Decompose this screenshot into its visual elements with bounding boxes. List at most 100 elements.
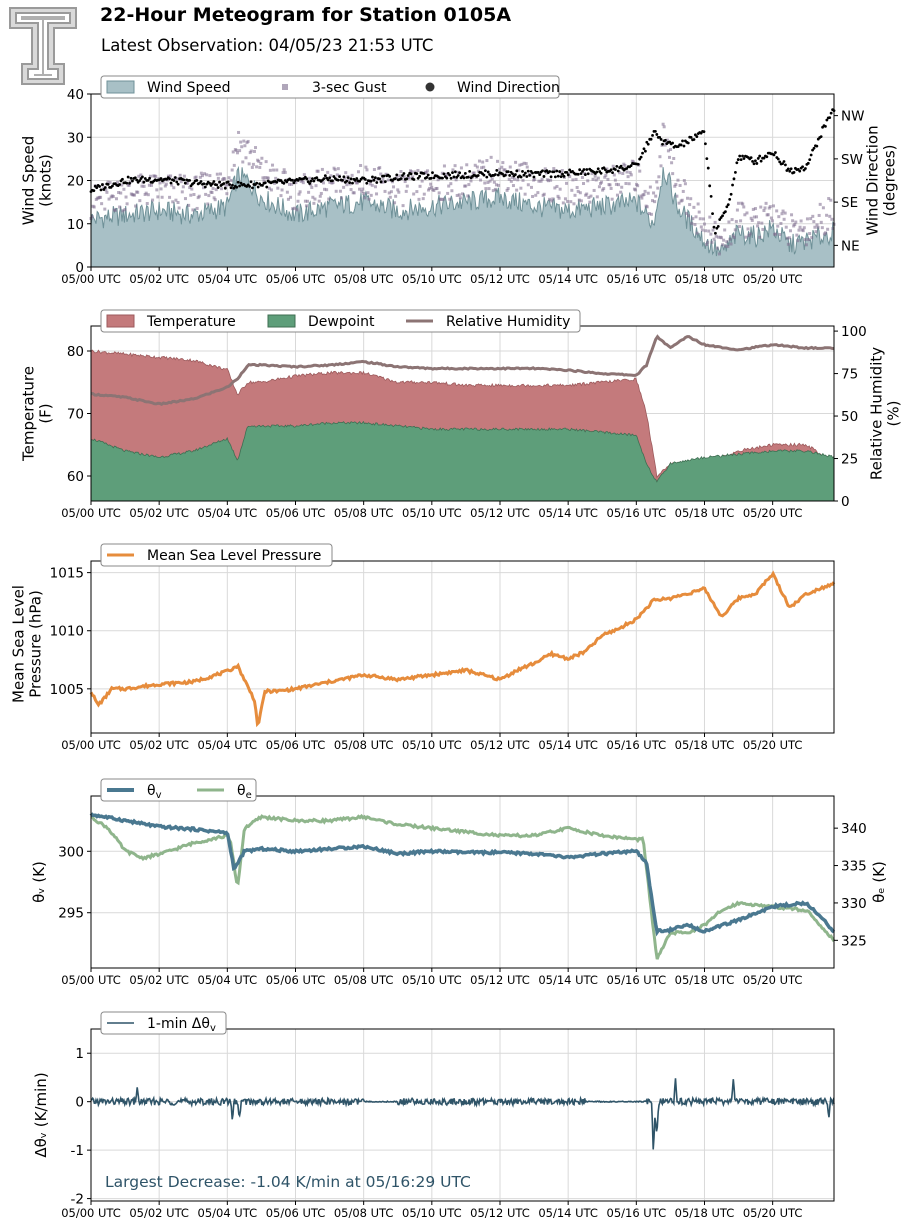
gust-point [436, 178, 440, 182]
direction-point [651, 133, 654, 137]
gust-point [379, 172, 383, 176]
gust-point [210, 191, 214, 195]
gust-point [117, 191, 121, 195]
gust-point [435, 186, 439, 190]
x-tick-label: 05/04 UTC [198, 973, 258, 987]
gust-point [741, 202, 745, 206]
gust-point [242, 139, 246, 143]
gust-point [494, 183, 498, 187]
gust-point [459, 166, 463, 170]
legend-label: 1-min Δθv [147, 1016, 216, 1034]
gust-point [316, 169, 320, 173]
gust-point [204, 192, 208, 196]
theta-v-line [89, 812, 836, 937]
gust-point [407, 176, 411, 180]
gust-point [178, 173, 182, 177]
gust-point [662, 125, 666, 129]
gust-point [375, 192, 379, 196]
gust-point [156, 195, 160, 199]
direction-point [399, 177, 403, 181]
direction-point [345, 179, 349, 183]
direction-point [328, 176, 332, 180]
gust-point [688, 203, 692, 207]
direction-point [452, 175, 456, 179]
gust-point [111, 195, 115, 199]
gust-point [303, 199, 307, 203]
direction-point [786, 167, 790, 171]
gust-point [203, 172, 207, 176]
direction-point [332, 175, 336, 178]
gust-point [116, 180, 120, 184]
gust-point [349, 188, 353, 192]
gust-point [758, 235, 762, 239]
gust-point [348, 182, 352, 186]
gust-point [692, 205, 696, 209]
gust-point [182, 174, 186, 178]
gust-point [437, 191, 441, 195]
gust-point [813, 225, 817, 229]
gust-point [393, 201, 397, 205]
gust-point [370, 183, 374, 187]
direction-point [568, 168, 572, 172]
direction-point [741, 154, 744, 158]
direction-point [738, 154, 742, 158]
direction-point [445, 176, 449, 180]
gust-point [492, 180, 496, 184]
direction-point [784, 163, 787, 167]
direction-point [583, 173, 587, 176]
gust-point [280, 188, 284, 192]
direction-point [525, 175, 529, 178]
direction-point [331, 179, 334, 183]
gust-point [667, 155, 671, 159]
gust-point [817, 213, 821, 217]
direction-point [755, 162, 759, 165]
gust-point [818, 202, 822, 206]
direction-point [801, 165, 804, 169]
y2-tick-label: 340 [841, 821, 867, 837]
gust-point [476, 169, 480, 173]
gust-point [604, 173, 608, 177]
direction-point [585, 168, 589, 171]
direction-point [432, 176, 436, 180]
gust-point [373, 185, 377, 189]
gust-point [693, 223, 697, 227]
gust-point [338, 189, 342, 193]
gust-point [386, 178, 390, 182]
gust-point [199, 171, 203, 175]
gust-point [412, 192, 416, 196]
panel-theta: 05/00 UTC 05/02 UTC 05/04 UTC 05/06 UTC 05/0… [30, 778, 888, 987]
gust-point [704, 229, 708, 233]
gust-point [363, 196, 367, 200]
gust-point [336, 167, 340, 171]
gust-point [392, 185, 396, 189]
direction-point [249, 180, 253, 184]
gust-point [133, 193, 137, 197]
gust-point [524, 162, 528, 166]
gust-point [673, 184, 677, 188]
gust-point [279, 194, 283, 198]
gust-point [553, 186, 557, 190]
gust-point [263, 176, 267, 180]
gust-point [757, 221, 761, 225]
gust-point [733, 228, 737, 232]
direction-point [466, 175, 470, 179]
gust-point [362, 191, 366, 195]
gust-point [493, 187, 497, 191]
gust-point [694, 215, 698, 219]
gust-point [797, 228, 801, 232]
plot-frame [90, 1028, 835, 1202]
gust-point [289, 195, 293, 199]
gust-point [608, 183, 612, 187]
gust-point [714, 234, 718, 238]
y2-tick-label: 325 [841, 933, 867, 949]
direction-point [661, 142, 664, 146]
gust-point [671, 172, 675, 176]
gust-point [573, 193, 577, 197]
direction-point [728, 197, 732, 201]
direction-point [774, 151, 777, 154]
gust-point [151, 198, 155, 202]
gust-point [424, 171, 428, 175]
direction-point [556, 174, 560, 178]
x-tick-label: 05/18 UTC [675, 272, 735, 286]
gust-point [294, 181, 298, 185]
